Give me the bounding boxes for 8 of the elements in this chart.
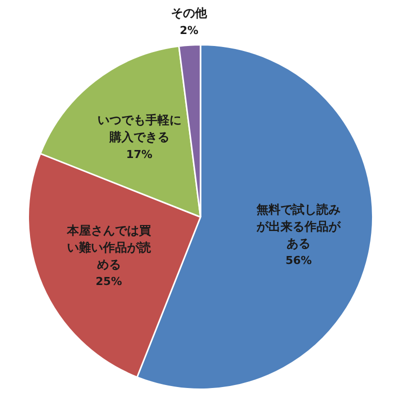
data-label: 17% bbox=[126, 148, 152, 161]
slice-label: 本屋さんでは買い難い作品が読める bbox=[66, 223, 152, 272]
slice-label: 無料で試し読みが出来る作品がある bbox=[256, 202, 342, 250]
data-label: 56% bbox=[285, 254, 312, 268]
slice-label: いつでも手軽に購入できる bbox=[97, 113, 182, 144]
data-label: 2% bbox=[180, 24, 198, 37]
slice-label: その他 bbox=[171, 6, 208, 20]
data-label: 25% bbox=[96, 275, 122, 288]
